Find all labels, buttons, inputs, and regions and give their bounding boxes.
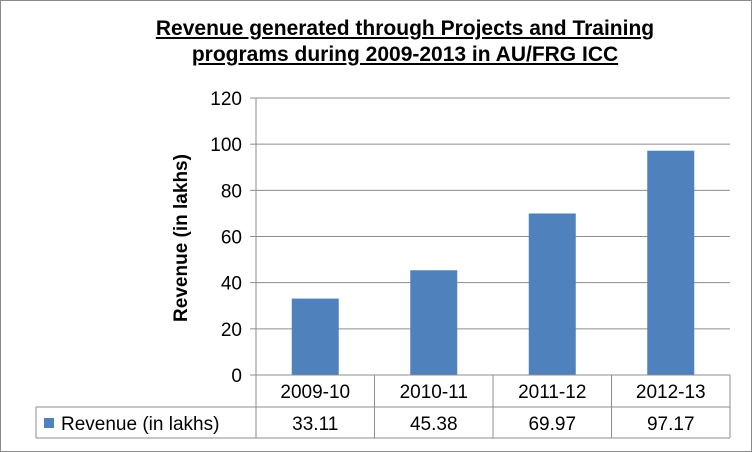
y-tick-label: 0: [231, 366, 242, 387]
chart-title-line-1: Revenue generated through Projects and T…: [155, 17, 655, 40]
x-tick-label: 2009-10: [280, 382, 350, 403]
legend-label: Revenue (in lakhs): [61, 414, 219, 435]
data-table-value: 69.97: [528, 414, 576, 435]
legend-swatch: [44, 418, 54, 428]
bars: [291, 150, 695, 375]
chart-title-line-2: programs during 2009-2013 in AU/FRG ICC: [191, 43, 619, 66]
y-axis-label: Revenue (in lakhs): [171, 154, 192, 322]
y-axis: 0 20 40 60 80 100 120: [210, 89, 257, 387]
bar: [291, 298, 339, 375]
y-tick-label: 120: [210, 89, 242, 110]
x-tick-label: 2012-13: [636, 382, 706, 403]
y-tick-label: 20: [221, 320, 242, 341]
y-tick-label: 100: [210, 135, 242, 156]
bar: [528, 213, 576, 375]
data-table: 2009-10 2010-11 2011-12 2012-13 33.11 45.38 69…: [35, 374, 731, 439]
bar: [647, 150, 695, 375]
x-tick-label: 2011-12: [518, 382, 586, 403]
data-table-value: 33.11: [292, 414, 338, 435]
y-tick-label: 40: [221, 274, 242, 295]
y-tick-label: 60: [221, 228, 242, 249]
bar: [410, 270, 458, 375]
y-tick-label: 80: [221, 181, 242, 202]
data-table-value: 97.17: [647, 414, 695, 435]
data-table-value: 45.38: [410, 414, 458, 435]
x-tick-label: 2010-11: [400, 382, 468, 403]
chart-title: Revenue generated through Projects and T…: [100, 16, 710, 68]
